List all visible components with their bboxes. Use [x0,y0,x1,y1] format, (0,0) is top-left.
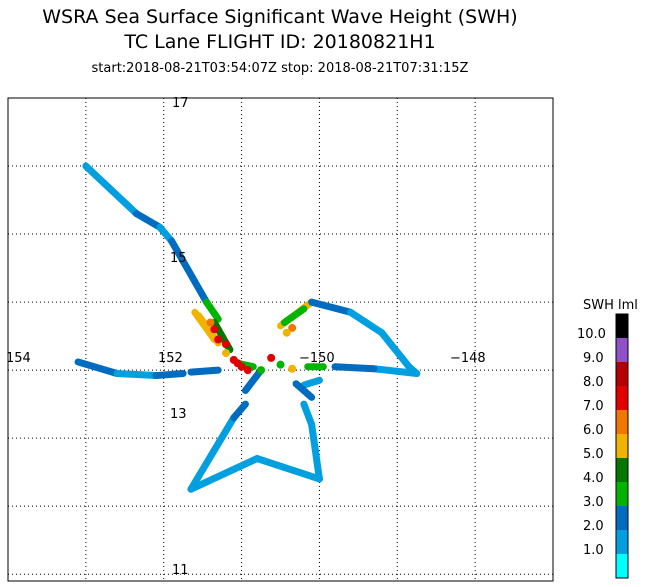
track-segment [113,370,160,380]
lat-label-13: 13 [170,407,187,422]
colorbar-label-10: 10.0 [577,327,606,342]
swh-point [222,349,230,358]
swh-point [257,366,266,375]
colorbar-swatch [616,482,628,506]
colorbar [615,313,629,579]
track-segment [191,278,211,306]
swh-point [282,328,291,337]
lat-label-17: 17 [172,96,189,111]
swh-points [206,318,297,375]
colorbar-label-9: 9.0 [583,351,604,366]
track-segment [132,210,164,231]
colorbar-swatch [616,554,628,578]
lat-label-11: 11 [172,563,189,578]
track-segment [82,162,140,218]
flight-id-subtitle: TC Lane FLIGHT ID: 20180821H1 [124,31,436,53]
track-segment [300,400,316,429]
flight-track [74,162,421,493]
track-segment [308,421,323,483]
swh-point [267,353,276,362]
track-segment [152,370,187,380]
track-segment [300,376,323,389]
swh-point [210,325,219,334]
swh-point [243,366,252,375]
colorbar-swatch [616,530,628,554]
swh-point [288,364,297,373]
lon-label-152: 152 [158,351,183,366]
colorbar-label-3: 3.0 [583,495,604,510]
track-segment [253,455,323,483]
track-segment [292,380,316,401]
swh-point [237,362,246,371]
colorbar-swatch [616,410,628,434]
track-segment [347,308,386,337]
track-segment [168,237,199,286]
colorbar-label-1: 1.0 [583,543,604,558]
track-segment [241,366,265,395]
colorbar-swatch [616,506,628,530]
track-segment [187,455,261,493]
track-segment [230,400,249,422]
lon-label-154: 154 [6,351,31,366]
colorbar-label-7: 7.0 [583,399,604,414]
colorbar-title: SWH lml [583,298,638,313]
colorbar-swatch [616,314,628,338]
lon-label-148: −148 [450,351,486,366]
colorbar-label-8: 8.0 [583,375,604,390]
track-segment [191,308,218,343]
swh-point [276,360,285,369]
track-segment [187,366,222,376]
swh-point [288,323,297,332]
lat-label-15: 15 [170,251,187,266]
time-range-subtitle: start:2018-08-21T03:54:07Z stop: 2018-08… [91,61,469,76]
track-segment [308,298,355,316]
map-frame [7,97,554,582]
track-segment [203,298,222,323]
colorbar-swatch [616,386,628,410]
swh-point [206,318,215,327]
map-title: WSRA Sea Surface Significant Wave Height… [42,6,518,28]
colorbar-label-5: 5.0 [583,447,604,462]
track-segment [370,365,421,378]
colorbar-label-2: 2.0 [583,519,604,534]
track-segment [331,363,378,373]
track-segment [187,414,238,493]
colorbar-swatch [616,338,628,362]
colorbar-label-6: 6.0 [583,423,604,438]
lon-label-150: −150 [299,351,335,366]
colorbar-swatch [616,458,628,482]
colorbar-label-4: 4.0 [583,471,604,486]
track-segment [280,305,308,326]
track-segment [378,329,413,371]
swh-point [222,340,230,349]
colorbar-swatch [616,362,628,386]
swh-point [214,335,223,344]
colorbar-swatch [616,434,628,458]
colorbar-frame [615,313,629,579]
track-segment [74,358,121,378]
colorbar-labels: 10.0 9.0 8.0 7.0 6.0 5.0 4.0 3.0 2.0 1.0 [577,327,606,558]
